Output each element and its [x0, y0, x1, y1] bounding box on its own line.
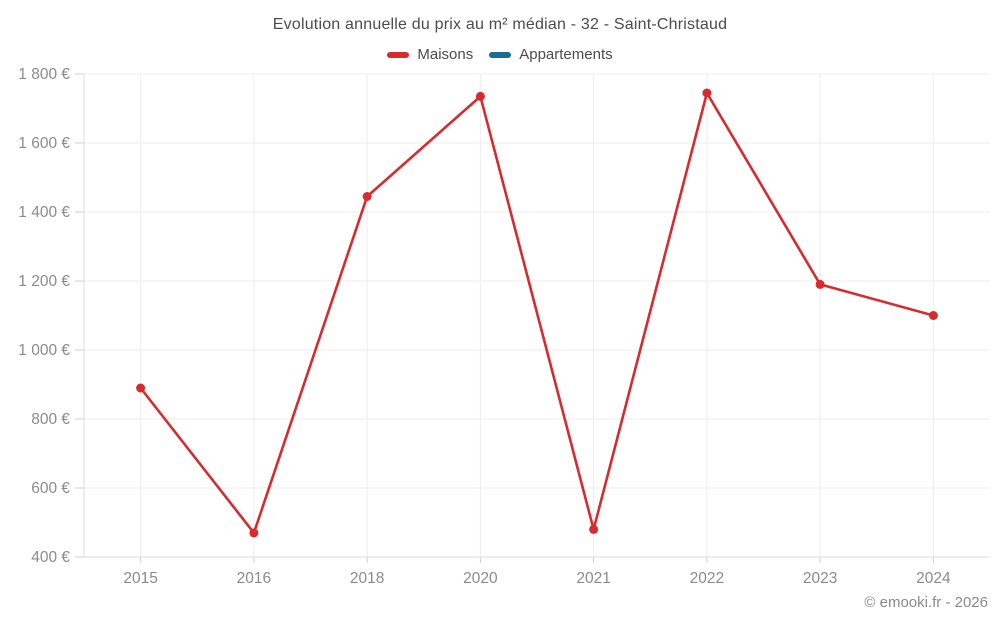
data-point-maisons-2023[interactable]	[815, 279, 825, 289]
y-axis-label: 1 800 €	[18, 66, 70, 83]
y-axis-label: 800 €	[31, 411, 70, 428]
y-axis-label: 1 200 €	[18, 273, 70, 290]
appartements-series-swatch	[489, 51, 512, 58]
data-point-maisons-2016[interactable]	[249, 528, 259, 538]
maisons-series-swatch	[387, 51, 410, 58]
data-point-maisons-2021[interactable]	[589, 524, 599, 534]
y-axis-label: 1 400 €	[18, 204, 70, 221]
x-axis-label-2020: 2020	[463, 570, 498, 587]
legend-label-maisons: Maisons	[417, 46, 474, 63]
x-axis-label-2015: 2015	[123, 570, 157, 587]
y-axis-label: 1 600 €	[18, 135, 70, 152]
x-axis-label-2023: 2023	[803, 570, 837, 587]
x-axis-label-2021: 2021	[576, 570, 610, 587]
series-line-maisons	[139, 91, 935, 535]
legend-item-appartements[interactable]: Appartements	[489, 46, 613, 63]
x-axis-label-2018: 2018	[350, 570, 384, 587]
data-point-maisons-2020[interactable]	[475, 91, 485, 101]
data-point-maisons-2022[interactable]	[702, 88, 712, 98]
x-axis-label-2022: 2022	[690, 570, 724, 587]
y-axis-label: 1 000 €	[18, 342, 70, 359]
x-axis-label-2016: 2016	[237, 570, 271, 587]
y-axis-label: 400 €	[31, 549, 70, 566]
x-axis-label-2024: 2024	[916, 570, 951, 587]
legend-label-appartements: Appartements	[519, 46, 613, 63]
legend-item-maisons[interactable]: Maisons	[387, 46, 473, 63]
data-point-maisons-2024[interactable]	[928, 311, 938, 320]
chart-legend: Maisons Appartements	[0, 46, 1000, 63]
data-point-maisons-2015[interactable]	[136, 383, 146, 393]
y-axis-label: 600 €	[31, 480, 70, 497]
data-point-maisons-2018[interactable]	[362, 192, 372, 201]
chart-title: Evolution annuelle du prix au m² médian …	[272, 16, 728, 33]
copyright-credit: © emooki.fr - 2026	[864, 594, 988, 611]
